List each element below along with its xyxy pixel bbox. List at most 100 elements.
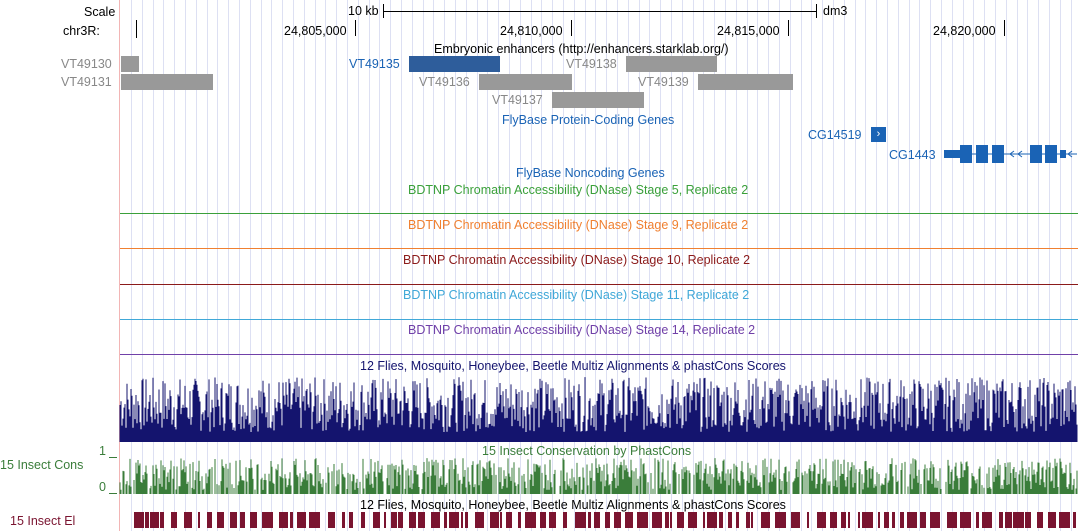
conserved-element (349, 512, 353, 528)
conserved-element (976, 512, 979, 528)
enhancer-feature[interactable] (121, 56, 139, 72)
enhancer-feature[interactable] (552, 92, 644, 108)
conserved-element (461, 512, 463, 528)
grid-line (423, 0, 424, 531)
grid-line (963, 0, 964, 531)
enhancer-feature[interactable] (698, 74, 793, 90)
conserved-element (999, 512, 1003, 528)
phastcons-side-label[interactable]: 15 Insect Cons (0, 458, 84, 472)
dnase-stage10-title[interactable]: BDTNP Chromatin Accessibility (DNase) St… (403, 253, 751, 267)
conserved-element (279, 512, 288, 528)
conserved-element (892, 512, 895, 528)
noncoding-track-title[interactable]: FlyBase Noncoding Genes (516, 166, 665, 180)
position-tick-label: 24,810,000 (500, 24, 563, 38)
grid-line (801, 0, 802, 531)
grid-line (401, 0, 402, 531)
conserved-element (588, 512, 591, 528)
grid-line (520, 0, 521, 531)
elements-side-label[interactable]: 15 Insect El (10, 514, 76, 528)
conserved-element (1037, 512, 1043, 528)
grid-line (1060, 0, 1061, 531)
enhancer-feature[interactable] (121, 74, 213, 90)
grid-line (822, 0, 823, 531)
conserved-element (309, 512, 320, 528)
grid-line (325, 0, 326, 531)
conserved-element (475, 512, 484, 528)
grid-line (153, 0, 154, 531)
grid-line (563, 0, 564, 531)
grid-line (779, 0, 780, 531)
track-left-border (119, 0, 120, 531)
grid-lines (120, 0, 1078, 531)
enhancers-track-title[interactable]: Embryonic enhancers (http://enhancers.st… (434, 42, 729, 56)
grid-line (844, 0, 845, 531)
gene-strand-arrow-icon[interactable]: › (871, 127, 886, 142)
enhancer-feature[interactable] (479, 74, 572, 90)
conserved-element (1073, 512, 1076, 528)
grid-line (163, 0, 164, 531)
grid-line (671, 0, 672, 531)
conserved-element (518, 512, 521, 528)
conserved-element (184, 512, 192, 528)
grid-line (747, 0, 748, 531)
conserved-element (703, 512, 705, 528)
conserved-element (900, 512, 904, 528)
conserved-element (637, 512, 648, 528)
multiz-track-title[interactable]: 12 Flies, Mosquito, Honeybee, Beetle Mul… (360, 359, 786, 373)
conserved-element (841, 512, 846, 528)
grid-line (509, 0, 510, 531)
grid-line (628, 0, 629, 531)
conserved-element (250, 512, 257, 528)
gene-label[interactable]: CG1443 (889, 148, 936, 162)
grid-line (768, 0, 769, 531)
conserved-element (240, 512, 245, 528)
grid-line (919, 0, 920, 531)
conserved-element (1013, 512, 1024, 528)
conserved-element (878, 512, 880, 528)
conserved-element (449, 512, 459, 528)
dnase-stage11-title[interactable]: BDTNP Chromatin Accessibility (DNase) St… (403, 288, 750, 302)
conserved-element (230, 512, 237, 528)
conserved-element (398, 512, 403, 528)
chromosome-label: chr3R: (63, 24, 100, 38)
grid-line (174, 0, 175, 531)
phastcons-track-title[interactable]: 15 Insect Conservation by PhastCons (482, 444, 692, 458)
enhancer-feature-highlighted[interactable] (409, 56, 500, 72)
conserved-element (791, 512, 800, 528)
conserved-element (540, 512, 546, 528)
conserved-element (409, 512, 416, 528)
dnase-stage5-title[interactable]: BDTNP Chromatin Accessibility (DNase) St… (408, 183, 749, 197)
grid-line (790, 0, 791, 531)
grid-line (217, 0, 218, 531)
conserved-element (807, 512, 809, 528)
grid-line (714, 0, 715, 531)
grid-line (239, 0, 240, 531)
gene-model-cg1443[interactable] (944, 144, 1078, 164)
enhancer-feature[interactable] (626, 56, 717, 72)
grid-line (865, 0, 866, 531)
grid-line (973, 0, 974, 531)
dnase-stage14-title[interactable]: BDTNP Chromatin Accessibility (DNase) St… (408, 323, 756, 337)
conserved-element (391, 512, 397, 528)
grid-line (941, 0, 942, 531)
conserved-element (465, 512, 468, 528)
dnase-stage9-title[interactable]: BDTNP Chromatin Accessibility (DNase) St… (408, 218, 749, 232)
conserved-element (858, 512, 860, 528)
grid-line (995, 0, 996, 531)
protein-coding-track-title[interactable]: FlyBase Protein-Coding Genes (502, 113, 675, 127)
grid-line (466, 0, 467, 531)
grid-line (358, 0, 359, 531)
conserved-element (960, 512, 971, 528)
grid-line (1071, 0, 1072, 531)
elements-track-title[interactable]: 12 Flies, Mosquito, Honeybee, Beetle Mul… (360, 498, 786, 512)
conserved-element (1025, 512, 1031, 528)
conserved-element (506, 512, 512, 528)
position-tick-label: 24,815,000 (717, 24, 780, 38)
gene-label[interactable]: CG14519 (808, 128, 862, 142)
grid-line (639, 0, 640, 531)
dnase-stage11-signal (120, 319, 1078, 320)
conserved-element (982, 512, 992, 528)
phastcons-wiggle (119, 458, 1078, 494)
conserved-element (160, 512, 164, 528)
grid-line (498, 0, 499, 531)
